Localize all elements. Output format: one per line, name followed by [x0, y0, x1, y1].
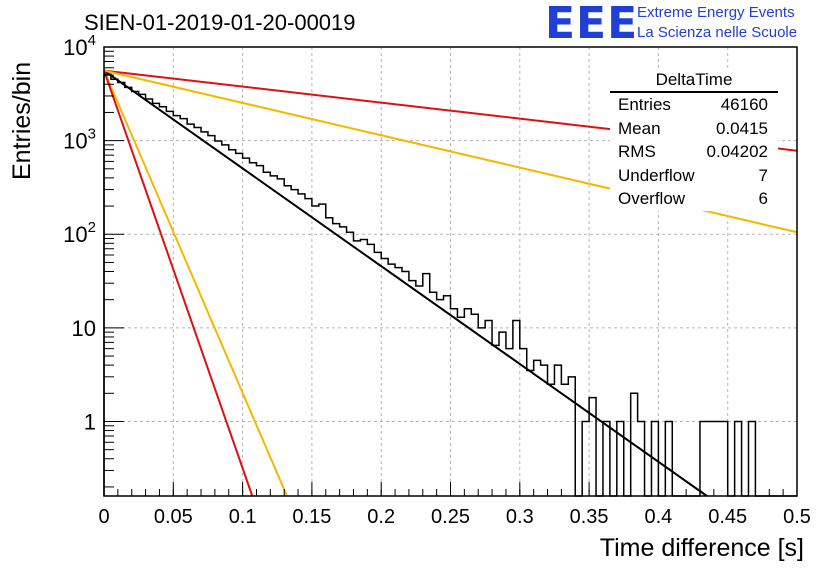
logo-tagline-1: Extreme Energy Events — [637, 4, 795, 21]
stats-row-entries: Entries 46160 — [610, 93, 778, 117]
stats-value: 0.04202 — [706, 142, 768, 161]
stats-label: Overflow — [618, 189, 686, 208]
stats-value: 0.0415 — [716, 118, 768, 138]
stats-label: RMS — [618, 142, 656, 161]
logo-mark: EEE — [545, 0, 639, 49]
x-tick-label: 0.05 — [154, 506, 193, 528]
stats-title: DeltaTime — [610, 69, 778, 93]
x-tick-label: 0.15 — [292, 506, 331, 528]
y-tick-label: 10 — [72, 316, 96, 341]
y-axis-label: Entries/bin — [8, 61, 36, 180]
stats-row-underflow: Underflow 7 — [610, 164, 778, 188]
x-tick-label: 0.35 — [570, 506, 609, 528]
logo-tagline-2: La Scienza nelle Scuole — [637, 24, 798, 41]
x-tick-label: 0.45 — [708, 506, 747, 528]
stats-value: 46160 — [720, 95, 768, 114]
y-tick-label: 1 — [84, 409, 96, 434]
x-tick-label: 0 — [98, 506, 109, 528]
y-tick-labels: 1 10 102 103 104 — [63, 32, 96, 434]
stats-row-mean: Mean 0.0415 — [610, 117, 778, 141]
x-tick-label: 0.1 — [229, 506, 257, 528]
fit-curve-line — [103, 69, 708, 497]
stats-label: Entries — [618, 95, 671, 114]
x-tick-label: 0.5 — [783, 506, 811, 528]
x-axis-label: Time difference [s] — [599, 534, 804, 562]
stats-label: Underflow — [618, 165, 695, 185]
stats-value: 7 — [758, 165, 768, 185]
x-tick-label: 0.4 — [644, 506, 672, 528]
x-tick-label: 0.2 — [367, 506, 395, 528]
axis-ticks — [103, 46, 798, 496]
stats-label: Mean — [618, 118, 661, 138]
stats-value: 6 — [758, 189, 768, 208]
stats-row-overflow: Overflow 6 — [610, 187, 778, 211]
x-tick-labels: 0 0.05 0.1 0.15 0.2 0.25 0.3 0.35 0.4 0.45 0.5 — [98, 506, 810, 528]
fit-curve-line — [103, 70, 288, 497]
stats-row-rms: RMS 0.04202 — [610, 140, 778, 164]
fit-curve-line — [103, 70, 254, 497]
y-tick-label: 102 — [63, 219, 96, 247]
x-tick-label: 0.3 — [506, 506, 534, 528]
y-tick-label: 103 — [63, 126, 96, 154]
stats-box: DeltaTime Entries 46160 Mean 0.0415 RMS … — [610, 69, 778, 211]
y-tick-label: 104 — [63, 32, 96, 60]
x-tick-label: 0.25 — [431, 506, 470, 528]
run-title: SIEN-01-2019-01-20-00019 — [84, 10, 356, 35]
